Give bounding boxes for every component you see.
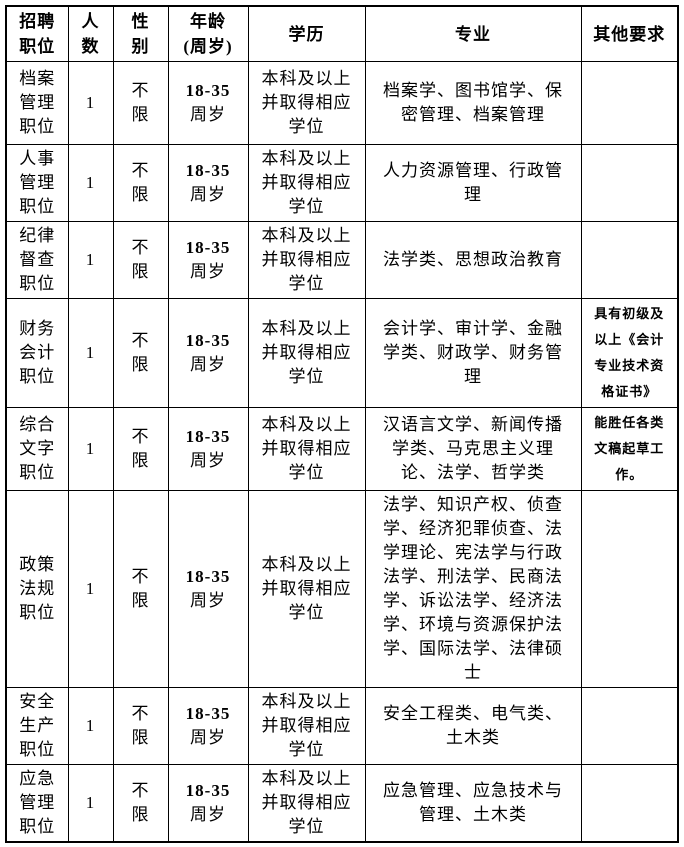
table-row: 政策法规职位 1 不限 18-35 周岁 本科及以上并取得相应学位 法学、知识产… — [5, 490, 679, 688]
cell-major: 会计学、审计学、金融学类、财政学、财务管理 — [364, 298, 582, 408]
cell-age-number: 18-35 — [185, 238, 231, 257]
cell-major: 应急管理、应急技术与管理、土木类 — [364, 764, 582, 843]
cell-gender: 不限 — [112, 298, 169, 408]
cell-count: 1 — [67, 144, 114, 222]
cell-education: 本科及以上并取得相应学位 — [247, 221, 366, 299]
cell-gender: 不限 — [112, 407, 169, 491]
cell-age-unit: 周岁 — [190, 105, 226, 124]
cell-count: 1 — [67, 687, 114, 765]
header-education: 学历 — [247, 5, 366, 62]
cell-age-unit: 周岁 — [190, 805, 226, 824]
cell-age-unit: 周岁 — [190, 355, 226, 374]
cell-other-requirements — [580, 144, 679, 222]
table-row: 人事管理职位 1 不限 18-35 周岁 本科及以上并取得相应学位 人力资源管理… — [5, 144, 679, 222]
cell-position: 财务会计职位 — [5, 298, 69, 408]
cell-position: 档案管理职位 — [5, 61, 69, 145]
cell-other-requirements — [580, 490, 679, 688]
cell-age: 18-35 周岁 — [167, 144, 249, 222]
cell-age-unit: 周岁 — [190, 262, 226, 281]
header-age: 年龄 (周岁) — [167, 5, 249, 62]
cell-count: 1 — [67, 298, 114, 408]
table-header: 招聘 职位 人 数 性 别 年龄 (周岁) 学历 专业 其他要求 — [5, 5, 679, 62]
table-row: 档案管理职位 1 不限 18-35 周岁 本科及以上并取得相应学位 档案学、图书… — [5, 61, 679, 145]
cell-education: 本科及以上并取得相应学位 — [247, 144, 366, 222]
cell-education: 本科及以上并取得相应学位 — [247, 298, 366, 408]
cell-count: 1 — [67, 490, 114, 688]
cell-other-requirements — [580, 221, 679, 299]
cell-gender: 不限 — [112, 144, 169, 222]
cell-age-number: 18-35 — [185, 427, 231, 446]
cell-gender: 不限 — [112, 687, 169, 765]
table-row: 综合文字职位 1 不限 18-35 周岁 本科及以上并取得相应学位 汉语言文学、… — [5, 407, 679, 491]
cell-age: 18-35 周岁 — [167, 221, 249, 299]
cell-education: 本科及以上并取得相应学位 — [247, 764, 366, 843]
header-position: 招聘 职位 — [5, 5, 69, 62]
cell-count: 1 — [67, 221, 114, 299]
cell-age: 18-35 周岁 — [167, 687, 249, 765]
cell-age-number: 18-35 — [185, 331, 231, 350]
cell-count: 1 — [67, 61, 114, 145]
cell-other-requirements — [580, 687, 679, 765]
cell-count: 1 — [67, 407, 114, 491]
cell-major: 法学类、思想政治教育 — [364, 221, 582, 299]
table-row: 应急管理职位 1 不限 18-35 周岁 本科及以上并取得相应学位 应急管理、应… — [5, 764, 679, 843]
cell-major: 档案学、图书馆学、保密管理、档案管理 — [364, 61, 582, 145]
cell-gender: 不限 — [112, 764, 169, 843]
cell-gender: 不限 — [112, 221, 169, 299]
cell-major: 汉语言文学、新闻传播学类、马克思主义理论、法学、哲学类 — [364, 407, 582, 491]
cell-age-unit: 周岁 — [190, 451, 226, 470]
header-count: 人 数 — [67, 5, 114, 62]
cell-age-number: 18-35 — [185, 781, 231, 800]
header-row: 招聘 职位 人 数 性 别 年龄 (周岁) 学历 专业 其他要求 — [5, 5, 679, 62]
cell-age-number: 18-35 — [185, 81, 231, 100]
cell-education: 本科及以上并取得相应学位 — [247, 687, 366, 765]
cell-major: 法学、知识产权、侦查学、经济犯罪侦查、法学理论、宪法学与行政法学、刑法学、民商法… — [364, 490, 582, 688]
cell-position: 政策法规职位 — [5, 490, 69, 688]
cell-other-requirements — [580, 764, 679, 843]
cell-age-unit: 周岁 — [190, 591, 226, 610]
cell-gender: 不限 — [112, 490, 169, 688]
cell-education: 本科及以上并取得相应学位 — [247, 61, 366, 145]
cell-position: 纪律督查职位 — [5, 221, 69, 299]
header-major: 专业 — [364, 5, 582, 62]
cell-major: 安全工程类、电气类、土木类 — [364, 687, 582, 765]
header-gender: 性 别 — [112, 5, 169, 62]
table-row: 纪律督查职位 1 不限 18-35 周岁 本科及以上并取得相应学位 法学类、思想… — [5, 221, 679, 299]
cell-age-unit: 周岁 — [190, 728, 226, 747]
cell-age-unit: 周岁 — [190, 185, 226, 204]
cell-age: 18-35 周岁 — [167, 490, 249, 688]
header-other-requirements: 其他要求 — [580, 5, 679, 62]
recruitment-positions-table: 招聘 职位 人 数 性 别 年龄 (周岁) 学历 专业 其他要求 档案管理职位 … — [5, 5, 679, 843]
cell-other-requirements: 具有初级及以上《会计专业技术资格证书》 — [580, 298, 679, 408]
cell-age-number: 18-35 — [185, 161, 231, 180]
cell-position: 安全生产职位 — [5, 687, 69, 765]
cell-position: 综合文字职位 — [5, 407, 69, 491]
cell-other-requirements — [580, 61, 679, 145]
cell-major: 人力资源管理、行政管理 — [364, 144, 582, 222]
cell-age-number: 18-35 — [185, 567, 231, 586]
cell-count: 1 — [67, 764, 114, 843]
cell-age: 18-35 周岁 — [167, 407, 249, 491]
table-body: 档案管理职位 1 不限 18-35 周岁 本科及以上并取得相应学位 档案学、图书… — [5, 61, 679, 843]
cell-other-requirements: 能胜任各类文稿起草工作。 — [580, 407, 679, 491]
cell-gender: 不限 — [112, 61, 169, 145]
cell-education: 本科及以上并取得相应学位 — [247, 490, 366, 688]
cell-age: 18-35 周岁 — [167, 764, 249, 843]
cell-position: 应急管理职位 — [5, 764, 69, 843]
cell-position: 人事管理职位 — [5, 144, 69, 222]
cell-education: 本科及以上并取得相应学位 — [247, 407, 366, 491]
table-row: 财务会计职位 1 不限 18-35 周岁 本科及以上并取得相应学位 会计学、审计… — [5, 298, 679, 408]
cell-age: 18-35 周岁 — [167, 61, 249, 145]
cell-age-number: 18-35 — [185, 704, 231, 723]
table-row: 安全生产职位 1 不限 18-35 周岁 本科及以上并取得相应学位 安全工程类、… — [5, 687, 679, 765]
cell-age: 18-35 周岁 — [167, 298, 249, 408]
